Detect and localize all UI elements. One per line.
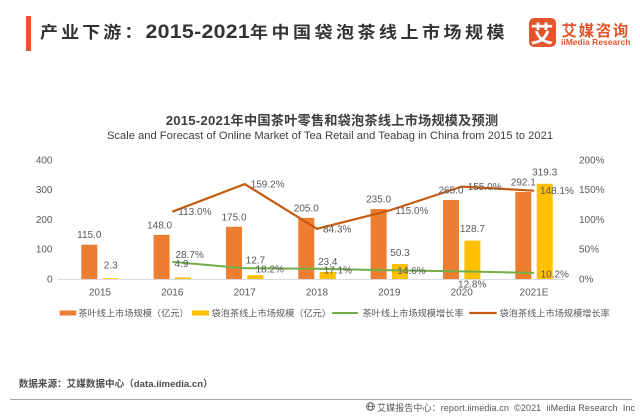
svg-text:2017: 2017: [234, 284, 257, 299]
svg-text:2015: 2015: [89, 284, 112, 299]
svg-text:150%: 150%: [579, 181, 605, 196]
svg-text:159.2%: 159.2%: [251, 176, 285, 191]
svg-text:18.2%: 18.2%: [256, 260, 284, 275]
svg-text:2.3: 2.3: [104, 257, 118, 272]
svg-text:2018: 2018: [306, 284, 329, 299]
svg-text:200%: 200%: [579, 151, 605, 166]
svg-text:袋泡茶线上市场规模（亿元）: 袋泡茶线上市场规模（亿元）: [212, 305, 331, 319]
svg-text:袋泡茶线上市场规模增长率: 袋泡茶线上市场规模增长率: [500, 305, 610, 319]
svg-text:400: 400: [36, 151, 53, 166]
svg-text:148.1%: 148.1%: [540, 182, 574, 197]
svg-text:235.0: 235.0: [366, 191, 391, 206]
svg-text:128.7: 128.7: [460, 220, 485, 235]
svg-text:0%: 0%: [579, 271, 594, 286]
svg-text:2020: 2020: [451, 284, 474, 299]
svg-text:28.7%: 28.7%: [176, 246, 204, 261]
svg-text:155.0%: 155.0%: [468, 178, 502, 193]
svg-text:12.8%: 12.8%: [458, 275, 486, 290]
svg-text:100: 100: [36, 241, 53, 256]
svg-text:2021E: 2021E: [520, 284, 549, 299]
svg-text:4.9: 4.9: [175, 255, 189, 270]
svg-text:292.1: 292.1: [511, 174, 536, 189]
svg-text:2019: 2019: [378, 284, 401, 299]
svg-text:84.3%: 84.3%: [323, 220, 351, 235]
svg-text:205.0: 205.0: [294, 199, 319, 214]
svg-text:17.1%: 17.1%: [324, 262, 352, 277]
svg-text:175.0: 175.0: [221, 208, 246, 223]
svg-text:115.0: 115.0: [77, 226, 102, 241]
svg-text:200: 200: [36, 211, 53, 226]
svg-text:2016: 2016: [161, 284, 184, 299]
svg-text:115.0%: 115.0%: [395, 202, 428, 217]
svg-text:0: 0: [47, 271, 53, 286]
svg-text:148.0: 148.0: [147, 216, 172, 231]
svg-text:113.0%: 113.0%: [178, 203, 211, 218]
svg-text:50%: 50%: [579, 241, 599, 256]
svg-text:265.0: 265.0: [438, 182, 463, 197]
svg-text:50.3: 50.3: [390, 244, 410, 259]
svg-text:12.7: 12.7: [246, 252, 266, 267]
svg-text:300: 300: [36, 181, 53, 196]
svg-text:茶叶线上市场规模（亿元）: 茶叶线上市场规模（亿元）: [78, 305, 188, 319]
svg-text:319.3: 319.3: [532, 163, 557, 178]
svg-text:23.4: 23.4: [318, 253, 338, 268]
svg-text:100%: 100%: [579, 211, 605, 226]
svg-text:茶叶线上市场规模增长率: 茶叶线上市场规模增长率: [363, 305, 464, 319]
svg-text:10.2%: 10.2%: [541, 266, 569, 281]
svg-text:14.6%: 14.6%: [397, 262, 425, 277]
